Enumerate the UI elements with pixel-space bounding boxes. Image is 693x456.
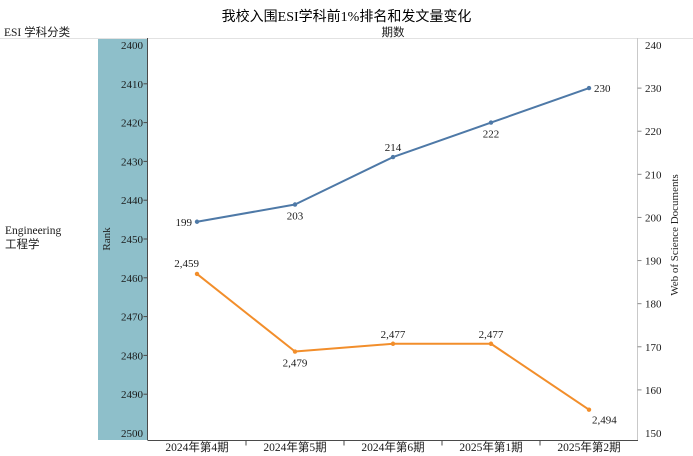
documents-data-label: 199 bbox=[176, 217, 193, 229]
left-axis-tick-label: 2420 bbox=[121, 118, 144, 130]
left-axis-tick-label: 2400 bbox=[121, 40, 144, 52]
documents-data-point[interactable] bbox=[390, 154, 396, 160]
documents-data-point[interactable] bbox=[194, 219, 200, 224]
subject-name-zh: 工程学 bbox=[5, 239, 40, 251]
documents-data-label: 222 bbox=[483, 129, 500, 141]
subject-name-en: Engineering bbox=[5, 225, 62, 237]
right-axis-tick-label: 240 bbox=[645, 40, 662, 52]
right-axis-tick-label: 220 bbox=[645, 126, 662, 138]
documents-data-label: 230 bbox=[594, 83, 611, 95]
right-axis-tick-label: 200 bbox=[645, 212, 662, 224]
left-axis-tick-label: 2440 bbox=[121, 195, 144, 207]
left-axis-tick-label: 2410 bbox=[121, 79, 144, 91]
documents-data-point[interactable] bbox=[586, 85, 592, 91]
x-axis-category-label: 2024年第5期 bbox=[263, 440, 326, 454]
subject-row-label: Engineering 工程学 bbox=[5, 224, 61, 252]
left-axis-title: Rank bbox=[101, 227, 113, 251]
rank-data-point[interactable] bbox=[390, 341, 396, 346]
x-axis-category-label: 2024年第4期 bbox=[165, 440, 228, 454]
rank-data-label: 2,459 bbox=[174, 258, 199, 270]
documents-data-point[interactable] bbox=[488, 120, 494, 125]
left-axis-tick-label: 2450 bbox=[121, 234, 144, 246]
documents-data-label: 214 bbox=[385, 142, 402, 154]
left-axis-tick-label: 2500 bbox=[121, 428, 144, 440]
left-axis-tick-label: 2470 bbox=[121, 312, 144, 324]
x-axis-category-label: 2025年第1期 bbox=[459, 440, 522, 454]
rank-data-point[interactable] bbox=[488, 341, 494, 346]
documents-data-label: 203 bbox=[287, 211, 304, 223]
left-axis-tick-label: 2460 bbox=[121, 273, 144, 285]
right-axis-tick-label: 230 bbox=[645, 83, 662, 95]
documents-data-point[interactable] bbox=[292, 202, 298, 207]
rank-data-point[interactable] bbox=[292, 349, 298, 354]
x-axis-category-label: 2024年第6期 bbox=[361, 440, 424, 454]
rank-data-label: 2,477 bbox=[381, 329, 406, 341]
right-axis-tick-label: 150 bbox=[645, 428, 662, 440]
right-axis-tick-label: 160 bbox=[645, 385, 662, 397]
right-axis-tick-label: 190 bbox=[645, 256, 662, 268]
period-header: 期数 bbox=[381, 27, 405, 39]
rank-axis-band bbox=[98, 38, 147, 440]
left-axis-tick-label: 2430 bbox=[121, 156, 144, 168]
esi-category-header: ESI 学科分类 bbox=[4, 27, 71, 39]
rank-data-label: 2,494 bbox=[592, 415, 617, 427]
rank-data-point[interactable] bbox=[194, 271, 200, 277]
rank-data-label: 2,477 bbox=[479, 329, 504, 341]
right-axis-tick-label: 170 bbox=[645, 342, 662, 354]
rank-data-label: 2,479 bbox=[283, 358, 308, 370]
chart-title: 我校入围ESI学科前1%排名和发文量变化 bbox=[221, 10, 472, 25]
right-axis-tick-label: 180 bbox=[645, 299, 662, 311]
rank-data-point[interactable] bbox=[586, 407, 592, 412]
right-axis-title: Web of Science Documents bbox=[669, 174, 681, 296]
x-axis-category-label: 2025年第2期 bbox=[557, 440, 620, 454]
left-axis-tick-label: 2480 bbox=[121, 350, 144, 362]
left-axis-tick-label: 2490 bbox=[121, 389, 144, 401]
right-axis-tick-label: 210 bbox=[645, 169, 662, 181]
